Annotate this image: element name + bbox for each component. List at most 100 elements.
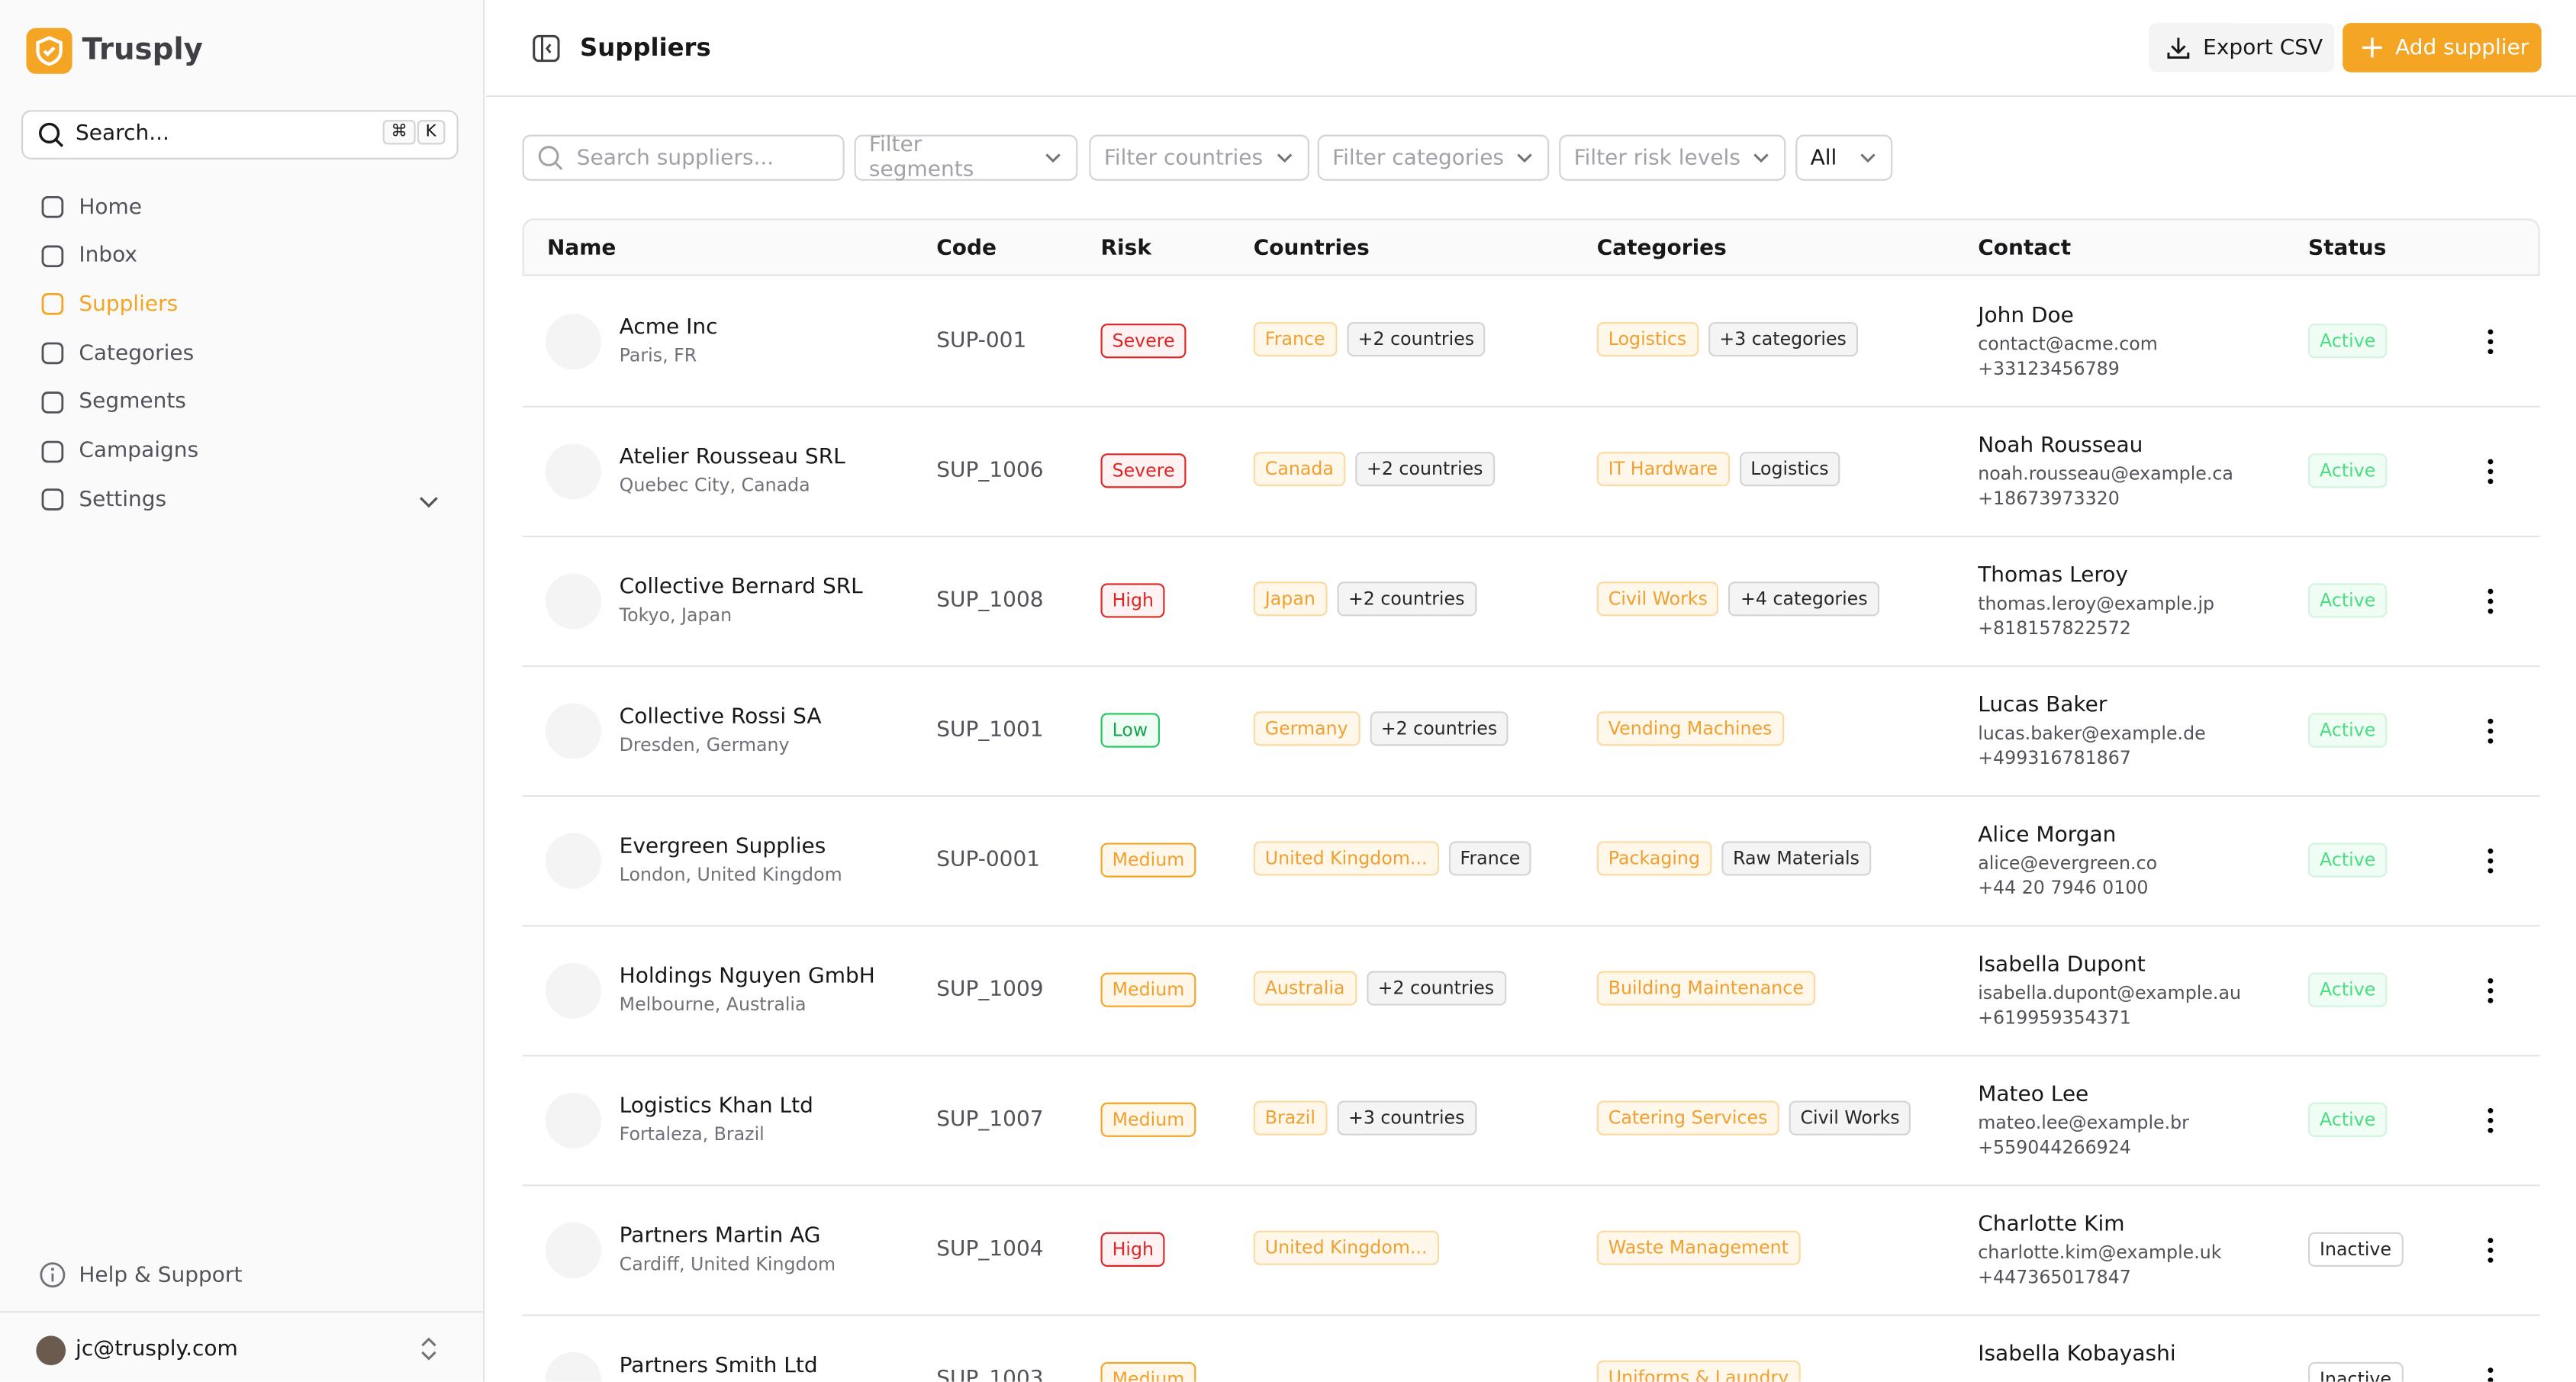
row-menu[interactable]: [2481, 588, 2500, 614]
chip: Building Maintenance: [1596, 971, 1815, 1006]
row-menu[interactable]: [2481, 1237, 2500, 1263]
nav-label: Campaigns: [79, 438, 199, 464]
chevron: [1860, 153, 1876, 163]
contact-name: Thomas Leroy: [1978, 563, 2128, 588]
chip: IT Hardware: [1596, 452, 1730, 487]
sidebar-toggle[interactable]: [533, 34, 561, 63]
contact-name: Noah Rousseau: [1978, 433, 2143, 459]
filter-dropdown[interactable]: Filter segments: [854, 133, 1078, 182]
contact-email: noah.rousseau@example.ca: [1978, 463, 2233, 485]
supplier-name[interactable]: Acme Inc: [619, 315, 718, 340]
user-email[interactable]: jc@trusply.com: [76, 1337, 238, 1362]
countries-cell: Japan +2 countries: [1253, 581, 1486, 617]
chip: +2 countries: [1354, 452, 1495, 487]
chip: Civil Works: [1789, 1100, 1911, 1136]
nav-item[interactable]: Inbox: [40, 240, 137, 272]
filter-dropdown[interactable]: All: [1795, 134, 1893, 181]
contact-phone: +447365017847: [1978, 1266, 2131, 1288]
supplier-location: Melbourne, Australia: [619, 994, 807, 1016]
column-header: Categories: [1596, 237, 1727, 262]
supplier-location: Cardiff, United Kingdom: [619, 1253, 836, 1275]
chip: +4 categories: [1728, 581, 1879, 617]
countries-cell: France +2 countries: [1253, 321, 1496, 357]
row-menu[interactable]: [2481, 718, 2500, 744]
row-menu[interactable]: [2481, 848, 2500, 874]
chevron: [1045, 153, 1061, 163]
nav-item[interactable]: Suppliers: [40, 288, 179, 321]
supplier-name[interactable]: Collective Bernard SRL: [619, 575, 863, 600]
chip: +2 countries: [1369, 711, 1509, 746]
user-avatar: [36, 1335, 66, 1366]
row-menu[interactable]: [2481, 1367, 2500, 1382]
status-badge: Active: [2307, 713, 2388, 748]
add-button[interactable]: Add supplier: [2343, 23, 2542, 72]
nav-label: Categories: [79, 340, 195, 366]
table-search[interactable]: Search suppliers...: [522, 134, 845, 181]
row-menu[interactable]: [2481, 459, 2500, 485]
chip: Waste Management: [1596, 1230, 1801, 1265]
plus-icon: [2362, 37, 2382, 58]
nav-item[interactable]: Campaigns: [40, 434, 198, 467]
help-icon: [40, 1262, 66, 1288]
row-divider: [522, 535, 2540, 538]
nav-icon: [41, 391, 64, 414]
supplier-name[interactable]: Partners Smith Ltd: [619, 1354, 818, 1379]
chip: Germany: [1253, 711, 1360, 746]
table-header: [522, 218, 2540, 276]
supplier-code: SUP_1003: [936, 1367, 1044, 1382]
chip: Logistics: [1739, 452, 1840, 487]
filter-dropdown[interactable]: Filter categories: [1317, 134, 1550, 181]
help-link[interactable]: Help & Support: [40, 1258, 243, 1291]
avatar: [545, 962, 601, 1019]
row-divider: [522, 405, 2540, 408]
filter-dropdown[interactable]: Filter risk levels: [1559, 134, 1786, 181]
categories-cell: Uniforms & Laundry: [1596, 1360, 1811, 1382]
contact-email: lucas.baker@example.de: [1978, 723, 2206, 745]
column-header: Contact: [1978, 237, 2072, 262]
supplier-name[interactable]: Atelier Rousseau SRL: [619, 445, 845, 470]
nav-item[interactable]: Segments: [40, 386, 186, 419]
user-menu-icon[interactable]: [417, 1335, 440, 1361]
dots-icon: [2487, 588, 2494, 614]
row-menu[interactable]: [2481, 978, 2500, 1003]
row-divider: [522, 925, 2540, 927]
supplier-name[interactable]: Logistics Khan Ltd: [619, 1094, 813, 1119]
search-box[interactable]: Search... ⌘ K: [21, 110, 459, 159]
supplier-name[interactable]: Collective Rossi SA: [619, 704, 822, 730]
nav-item[interactable]: Categories: [40, 337, 195, 370]
status-badge: Active: [2307, 324, 2388, 359]
supplier-location: Dresden, Germany: [619, 734, 790, 756]
contact-name: Lucas Baker: [1978, 693, 2107, 718]
contact-email: thomas.leroy@example.jp: [1978, 593, 2215, 615]
contact-email: isabella.dupont@example.au: [1978, 982, 2241, 1004]
column-header: Countries: [1253, 237, 1370, 262]
chevron: [1517, 153, 1532, 163]
categories-cell: Building Maintenance: [1596, 971, 1825, 1006]
contact-email: alice@evergreen.co: [1978, 852, 2158, 875]
countries-cell: Canada +2 countries: [1253, 452, 1505, 487]
chip: Packaging: [1596, 841, 1712, 876]
supplier-name[interactable]: Partners Martin AG: [619, 1223, 821, 1249]
download-icon: [2167, 37, 2190, 59]
countries-cell: Brazil +3 countries: [1253, 1100, 1486, 1136]
status-badge: Inactive: [2307, 1232, 2404, 1267]
status-badge: Active: [2307, 842, 2388, 878]
chip: +3 countries: [1336, 1100, 1476, 1136]
filter-label: All: [1810, 145, 1837, 170]
countries-cell: United Kingdom...: [1253, 1230, 1449, 1265]
row-menu[interactable]: [2481, 329, 2500, 355]
export-button[interactable]: Export CSV: [2149, 23, 2335, 72]
row-menu[interactable]: [2481, 1107, 2500, 1133]
sidebar: Trusply Search... ⌘ K Help & Support jc@…: [0, 0, 485, 1382]
supplier-name[interactable]: Evergreen Supplies: [619, 834, 826, 860]
add-label: Add supplier: [2395, 35, 2529, 60]
nav-item[interactable]: Settings: [40, 483, 166, 516]
supplier-location: Tokyo, Japan: [619, 604, 733, 627]
column-header: Status: [2307, 237, 2387, 262]
nav-item[interactable]: Home: [40, 191, 142, 224]
supplier-name[interactable]: Holdings Nguyen GmbH: [619, 964, 875, 990]
filter-dropdown[interactable]: Filter countries: [1089, 134, 1309, 181]
filter-label: Filter segments: [868, 133, 974, 182]
supplier-code: SUP_1004: [936, 1237, 1044, 1262]
brand: Trusply: [82, 33, 203, 68]
